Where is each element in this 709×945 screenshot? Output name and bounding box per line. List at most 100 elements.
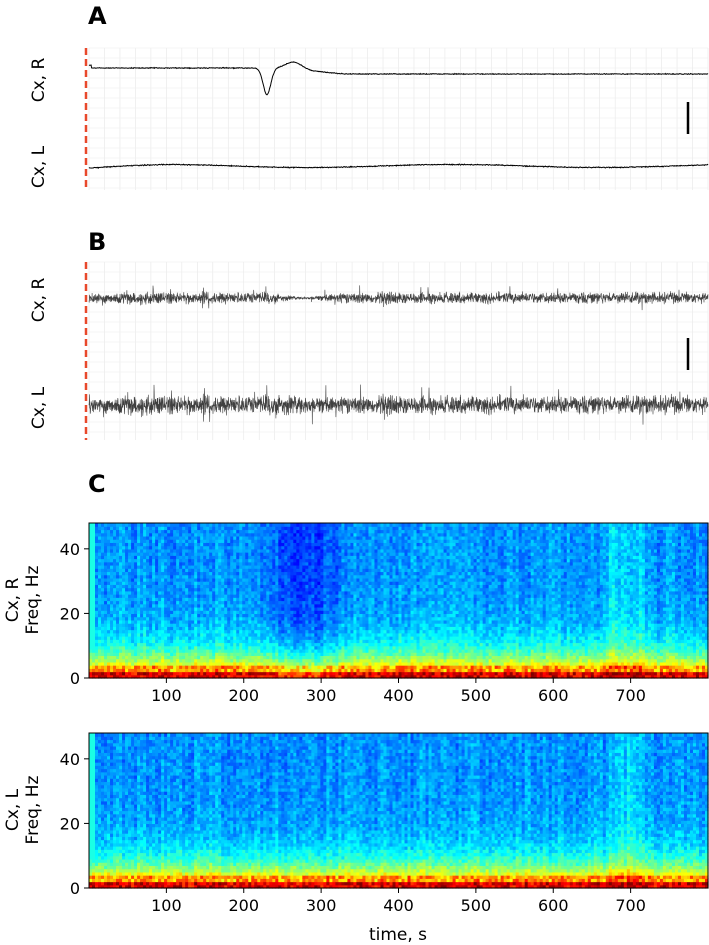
spectrogram-cell — [185, 561, 189, 566]
spectrogram-cell — [107, 655, 111, 660]
spectrogram-cell — [212, 606, 216, 611]
spectrogram-cell — [176, 636, 180, 640]
spectrogram-cell — [275, 606, 279, 611]
spectrogram-cell — [251, 639, 255, 644]
spectrogram-cell — [341, 542, 346, 547]
spectrogram-cell — [239, 564, 243, 569]
spectrogram-cell — [368, 587, 373, 592]
spectrogram-cell — [284, 552, 288, 556]
spectrogram-cell — [131, 568, 135, 573]
spectrogram-cell — [242, 642, 246, 647]
spectrogram-cell — [353, 674, 358, 679]
spectrogram-cell — [344, 542, 349, 547]
spectrogram-cell — [332, 671, 336, 676]
spectrogram-cell — [149, 610, 153, 615]
spectrogram-cell — [350, 542, 355, 547]
spectrogram-cell — [128, 652, 132, 656]
spectrogram-cell — [371, 545, 376, 550]
spectrogram-cell — [284, 526, 288, 531]
spectrogram-cell — [101, 668, 105, 673]
spectrogram-cell — [140, 555, 144, 560]
spectrogram-cell — [176, 574, 180, 579]
spectrogram-cell — [323, 658, 327, 663]
spectrogram-cell — [182, 558, 186, 563]
spectrogram-cell — [266, 597, 270, 602]
spectrogram-cell — [224, 545, 228, 550]
spectrogram-cell — [260, 600, 264, 605]
spectrogram-cell — [200, 539, 204, 543]
spectrogram-cell — [182, 571, 186, 576]
spectrogram-cell — [248, 587, 252, 592]
spectrogram-cell — [260, 645, 264, 650]
spectrogram-cell — [95, 648, 99, 653]
spectrogram-cell — [137, 629, 141, 634]
spectrogram-cell — [143, 610, 147, 615]
spectrogram-cell — [164, 529, 168, 534]
spectrogram-cell — [200, 574, 204, 579]
spectrogram-cell — [206, 561, 210, 566]
spectrogram-cell — [122, 674, 126, 679]
spectrogram-cell — [317, 568, 321, 573]
spectrogram-cell — [257, 584, 261, 589]
spectrogram-cell — [233, 665, 237, 669]
spectrogram-cell — [233, 629, 237, 634]
spectrogram-cell — [200, 529, 204, 534]
spectrogram-cell — [338, 558, 342, 563]
spectrogram-cell — [149, 571, 153, 576]
spectrogram-cell — [383, 529, 388, 534]
spectrogram-cell — [326, 561, 330, 566]
spectrogram-cell — [260, 548, 264, 553]
spectrogram-cell — [368, 658, 373, 663]
spectrogram-cell — [149, 603, 153, 608]
spectrogram-cell — [272, 606, 276, 611]
spectrogram-cell — [293, 636, 297, 640]
spectrogram-cell — [251, 619, 255, 624]
spectrogram-cell — [320, 610, 324, 615]
spectrogram-cell — [299, 545, 303, 550]
spectrogram-cell — [182, 665, 186, 669]
spectrogram-cell — [140, 603, 144, 608]
spectrogram-cell — [104, 648, 108, 653]
spectrogram-cell — [137, 552, 141, 556]
spectrogram-cell — [185, 674, 189, 679]
spectrogram-cell — [209, 581, 213, 585]
spectrogram-cell — [278, 623, 282, 627]
spectrogram-cell — [317, 603, 321, 608]
spectrogram-cell — [233, 539, 237, 543]
spectrogram-cell — [344, 661, 349, 666]
spectrogram-cell — [260, 558, 264, 563]
spectrogram-cell — [332, 619, 336, 624]
spectrogram-cell — [254, 529, 258, 534]
spectrogram-cell — [245, 665, 249, 669]
spectrogram-cell — [98, 558, 102, 563]
spectrogram-cell — [221, 658, 225, 663]
spectrogram-cell — [383, 623, 388, 627]
spectrogram-cell — [89, 629, 93, 634]
spectrogram-cell — [335, 648, 339, 653]
spectrogram-cell — [257, 552, 261, 556]
spectrogram-cell — [230, 571, 234, 576]
spectrogram-cell — [191, 632, 195, 637]
spectrogram-cell — [356, 564, 361, 569]
spectrogram-cell — [362, 542, 367, 547]
spectrogram-cell — [350, 671, 355, 676]
spectrogram-cell — [380, 629, 385, 634]
spectrogram-cell — [230, 652, 234, 656]
spectrogram-cell — [152, 619, 156, 624]
spectrogram-cell — [329, 655, 333, 660]
spectrogram-cell — [116, 668, 120, 673]
spectrogram-cell — [266, 639, 270, 644]
spectrogram-cell — [323, 542, 327, 547]
spectrogram-cell — [296, 648, 300, 653]
spectrogram-cell — [89, 648, 93, 653]
spectrogram-cell — [335, 610, 339, 615]
spectrogram-cell — [116, 555, 120, 560]
spectrogram-cell — [167, 623, 171, 627]
panel-a-grid — [88, 47, 709, 190]
spectrogram-cell — [206, 610, 210, 615]
spectrogram-cell — [302, 590, 306, 595]
spectrogram-cell — [335, 639, 339, 644]
spectrogram-cell — [371, 561, 376, 566]
spectrogram-cell — [323, 571, 327, 576]
spectrogram-cell — [194, 632, 198, 637]
